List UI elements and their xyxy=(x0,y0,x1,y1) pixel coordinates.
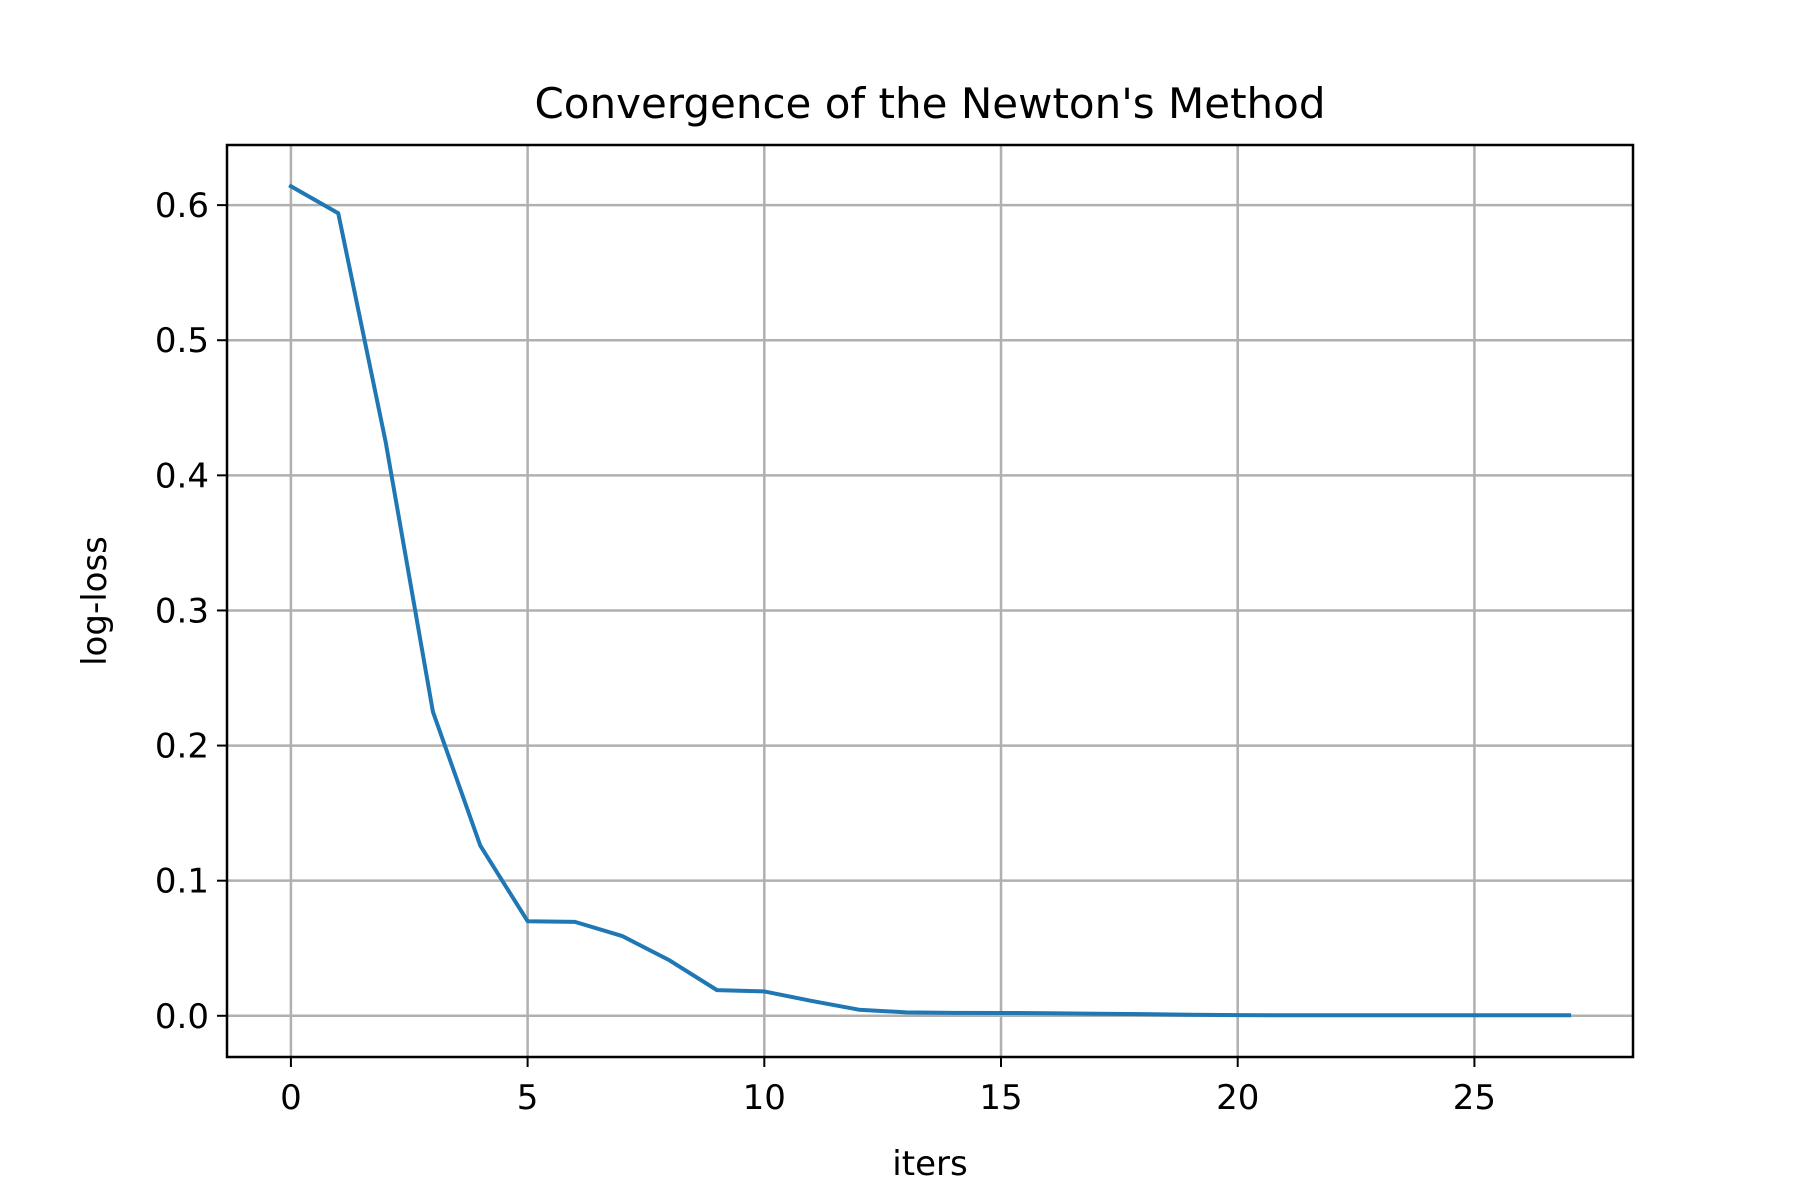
series-layer xyxy=(288,183,1572,1018)
x-tick-label: 20 xyxy=(1216,1078,1259,1118)
x-axis-label: iters xyxy=(892,1144,967,1184)
y-tick-label: 0.0 xyxy=(155,997,209,1037)
x-tick-label: 25 xyxy=(1453,1078,1496,1118)
y-tick-label: 0.1 xyxy=(155,862,209,902)
y-tick-label: 0.5 xyxy=(155,321,209,361)
x-tick-label: 15 xyxy=(979,1078,1022,1118)
grid xyxy=(227,145,1633,1057)
plot-frame xyxy=(225,143,1635,1059)
loss-series-line xyxy=(288,183,1572,1018)
chart-title: Convergence of the Newton's Method xyxy=(534,79,1325,128)
y-tick-label: 0.2 xyxy=(155,727,209,767)
x-tick-label: 0 xyxy=(280,1078,302,1118)
y-tick-label: 0.6 xyxy=(155,186,209,226)
x-tick-label: 5 xyxy=(517,1078,539,1118)
y-tick-label: 0.3 xyxy=(155,591,209,631)
x-tick-label: 10 xyxy=(743,1078,786,1118)
y-tick-label: 0.4 xyxy=(155,456,209,496)
ticks: 0 5 10 15 20 25 0.0 0.1 0.2 0.3 0.4 0.5 0.6 xyxy=(155,186,1496,1118)
y-axis-label: log-loss xyxy=(75,536,115,666)
